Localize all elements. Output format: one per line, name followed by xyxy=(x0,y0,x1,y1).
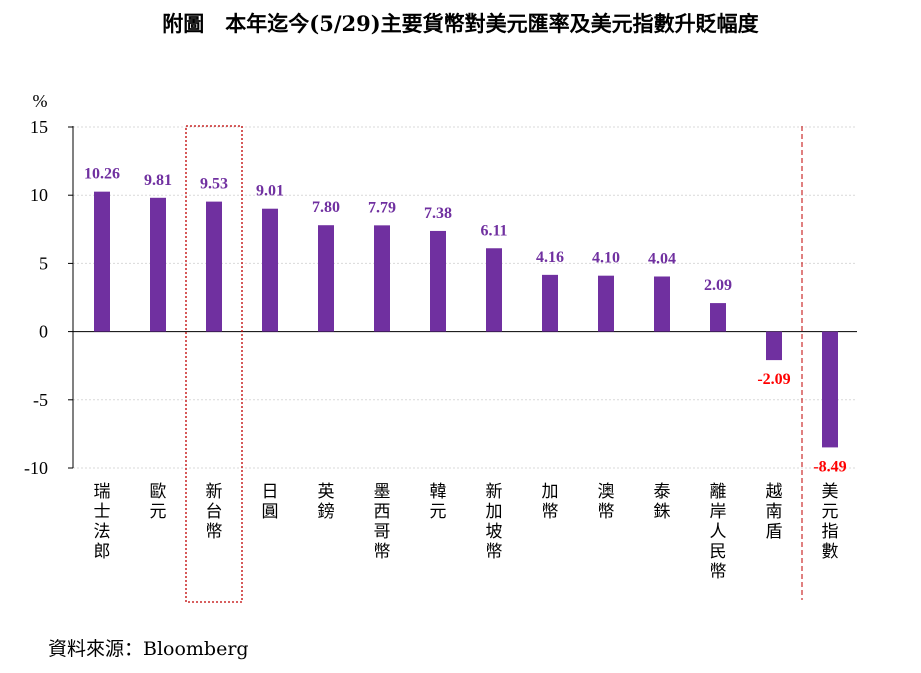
x-tick-label: 越南盾 xyxy=(766,482,783,542)
data-label: 10.26 xyxy=(84,166,120,183)
data-label: 4.10 xyxy=(592,250,620,267)
bar xyxy=(654,276,670,332)
bar xyxy=(822,331,838,448)
bar xyxy=(206,201,222,332)
data-label: 7.80 xyxy=(312,199,340,216)
y-tick-label: 5 xyxy=(39,253,48,273)
x-tick-label: 瑞士法郎 xyxy=(94,482,111,562)
data-label: 9.81 xyxy=(144,172,172,189)
data-label: 6.11 xyxy=(480,222,507,239)
data-label: 9.53 xyxy=(200,176,228,193)
highlight-box xyxy=(185,125,243,603)
x-tick-label: 新加坡幣 xyxy=(486,482,503,562)
x-tick-label: 泰銖 xyxy=(654,482,671,522)
x-tick-label: 日圓 xyxy=(262,482,279,522)
bar xyxy=(486,248,502,332)
x-tick-label: 美元指數 xyxy=(822,482,839,562)
x-tick-label: 歐元 xyxy=(150,482,167,522)
x-tick-label: 加幣 xyxy=(542,482,559,522)
bar xyxy=(710,303,726,332)
y-tick-label: 15 xyxy=(30,117,48,137)
data-label: 7.79 xyxy=(368,199,396,216)
bar xyxy=(94,191,110,332)
y-tick-label: 10 xyxy=(30,185,48,205)
bar xyxy=(374,225,390,332)
data-label: 4.04 xyxy=(648,250,676,267)
bar xyxy=(262,208,278,332)
source-note: 資料來源：Bloomberg xyxy=(48,638,249,660)
bar xyxy=(598,275,614,332)
y-tick-label: 0 xyxy=(39,322,48,342)
x-tick-label: 韓元 xyxy=(430,482,447,522)
data-label: 9.01 xyxy=(256,183,284,200)
x-tick-label: 離岸人民幣 xyxy=(710,482,727,582)
data-label: 7.38 xyxy=(424,205,452,222)
bar xyxy=(430,230,446,332)
x-tick-label: 新台幣 xyxy=(206,482,223,542)
data-label: -8.49 xyxy=(813,458,846,475)
x-tick-label: 澳幣 xyxy=(598,482,615,522)
data-label: 2.09 xyxy=(704,277,732,294)
x-tick-label: 墨西哥幣 xyxy=(374,482,391,562)
data-label: -2.09 xyxy=(757,371,790,388)
y-tick-label: -10 xyxy=(24,458,48,478)
bar xyxy=(150,197,166,332)
x-tick-label: 英鎊 xyxy=(318,482,335,522)
chart-title: 附圖 本年迄今(5/29)主要貨幣對美元匯率及美元指數升貶幅度 xyxy=(162,11,759,36)
data-label: 4.16 xyxy=(536,249,564,266)
bar xyxy=(542,274,558,332)
bar xyxy=(766,331,782,361)
bar xyxy=(318,225,334,332)
y-axis-unit: % xyxy=(33,91,48,111)
y-tick-label: -5 xyxy=(33,390,48,410)
